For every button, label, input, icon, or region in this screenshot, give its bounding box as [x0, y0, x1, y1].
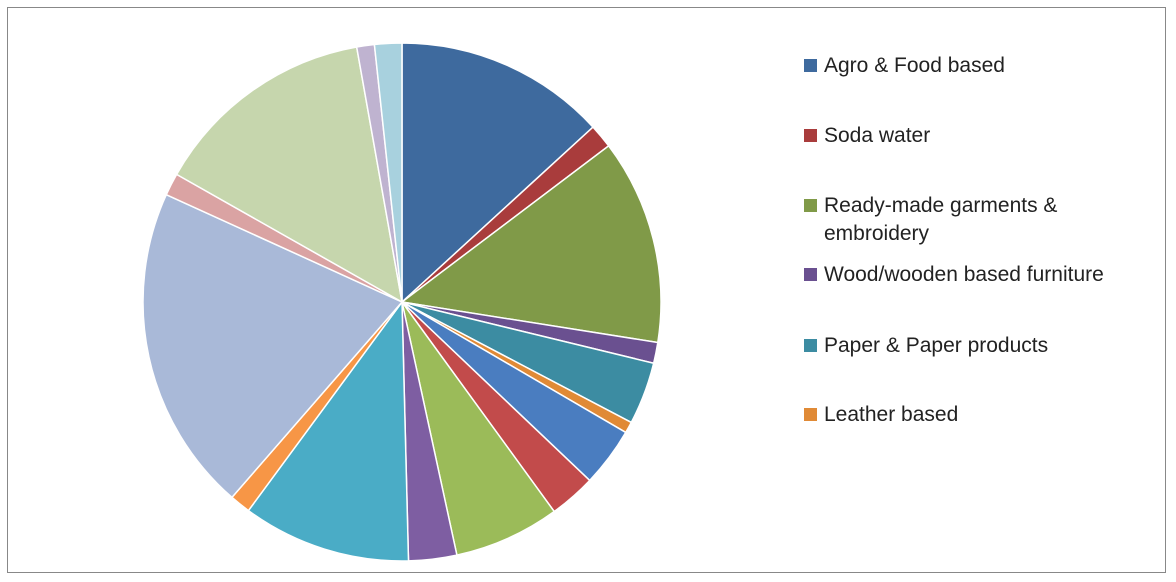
legend-item: Ready-made garments & embroidery: [804, 192, 1094, 248]
legend-swatch: [804, 199, 817, 212]
legend-item: Paper & Paper products: [804, 332, 1174, 360]
legend-swatch: [804, 268, 817, 281]
legend-label: Leather based: [824, 403, 959, 426]
legend-label: Agro & Food based: [824, 54, 1005, 77]
pie-slice-10: [247, 301, 410, 562]
legend-label: Ready-made garments & embroidery: [824, 194, 1058, 245]
legend-swatch: [804, 59, 817, 72]
legend-item: Leather based: [804, 401, 1174, 429]
legend-label: Paper & Paper products: [824, 334, 1049, 357]
legend-swatch: [804, 408, 817, 421]
pie-slice-12: [142, 193, 403, 499]
pie-slice-14: [175, 46, 403, 303]
legend-swatch: [804, 129, 817, 142]
legend-item: Soda water: [804, 122, 1174, 150]
legend-swatch: [804, 339, 817, 352]
pie-slice-16: [373, 42, 403, 303]
legend-label: Soda water: [824, 124, 931, 147]
legend-item: Agro & Food based: [804, 52, 1174, 80]
pie-slice-0: [401, 42, 594, 303]
legend-item: Wood/wooden based furniture: [804, 261, 1174, 289]
chart-frame: Agro & Food based Soda water Ready-made …: [7, 7, 1166, 573]
pie-slice-8: [401, 301, 555, 556]
legend-label: Wood/wooden based furniture: [824, 263, 1104, 286]
pie-slice-2: [401, 145, 662, 344]
pie-chart: [142, 42, 662, 562]
